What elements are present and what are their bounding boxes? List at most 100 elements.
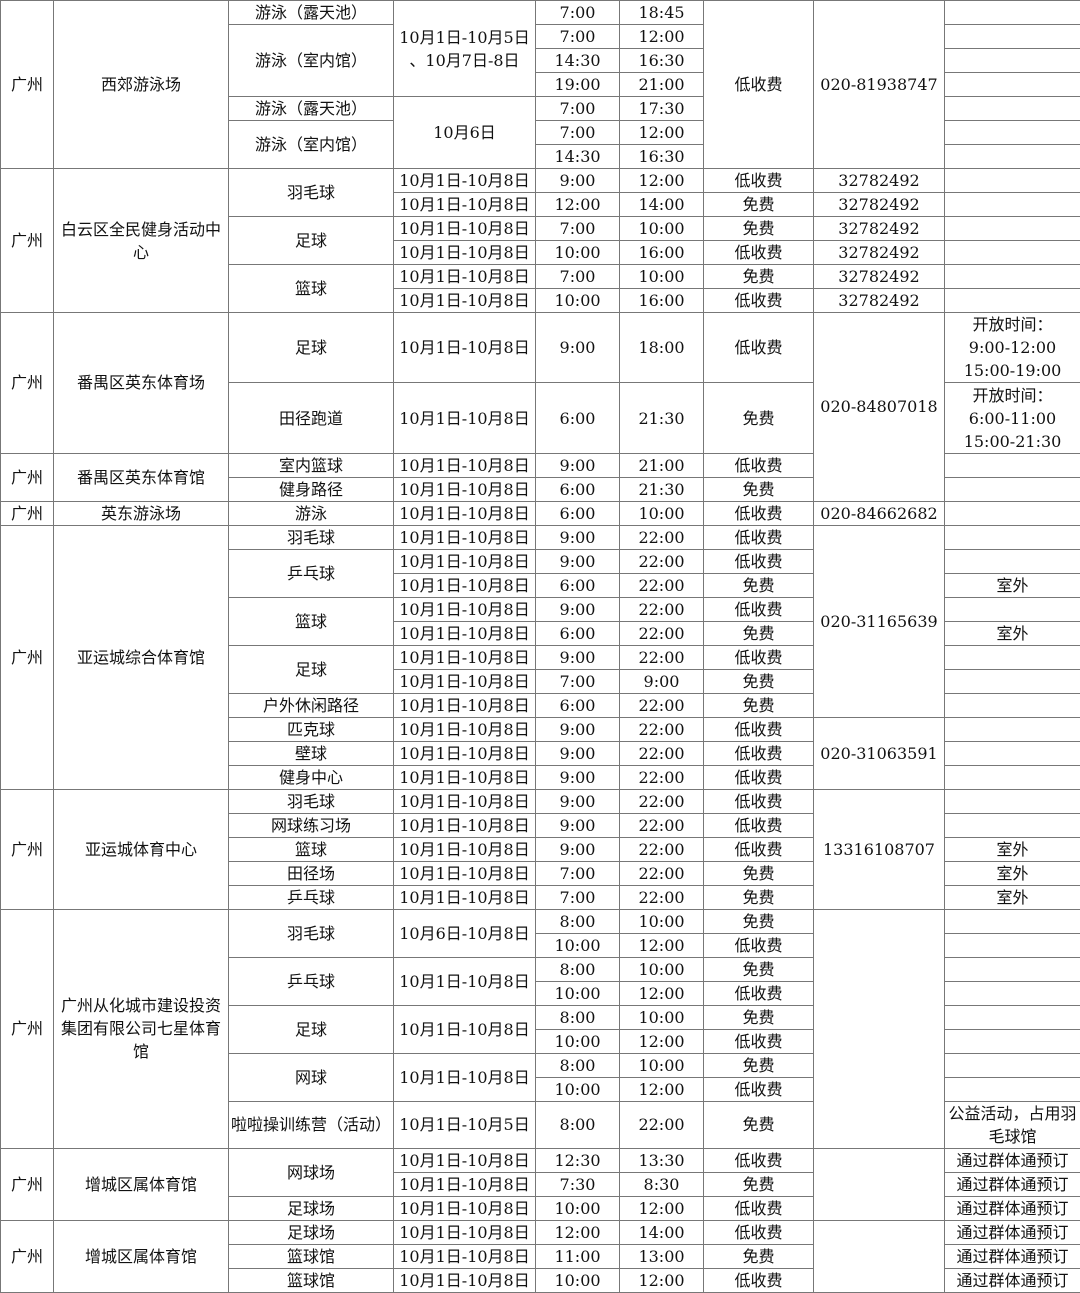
table-cell: 8:00 [536, 1005, 620, 1029]
table-cell: 21:30 [620, 477, 704, 501]
table-cell: 21:30 [620, 383, 704, 453]
table-cell: 10:00 [536, 1268, 620, 1292]
table-cell: 12:00 [620, 933, 704, 957]
table-cell: 10:00 [536, 933, 620, 957]
table-cell: 10:00 [620, 1053, 704, 1077]
table-cell: 免费 [704, 193, 814, 217]
table-cell: 22:00 [620, 1101, 704, 1148]
table-cell: 增城区属体育馆 [54, 1220, 229, 1292]
table-cell: 游泳（室内馆） [229, 25, 394, 97]
table-cell: 7:00 [536, 217, 620, 241]
table-cell: 6:00 [536, 501, 620, 525]
table-cell: 足球 [229, 1005, 394, 1053]
table-cell: 室外 [945, 837, 1080, 861]
table-cell: 低收费 [704, 289, 814, 313]
table-cell: 9:00 [536, 453, 620, 477]
table-cell [945, 25, 1080, 49]
table-cell: 白云区全民健身活动中心 [54, 169, 229, 313]
table-cell: 10月1日-10月8日 [394, 1244, 536, 1268]
table-cell: 10月1日-10月8日 [394, 169, 536, 193]
table-cell: 开放时间： 6:00-11:00 15:00-21:30 [945, 383, 1080, 453]
table-cell [814, 909, 945, 1148]
table-cell: 14:00 [620, 193, 704, 217]
table-cell: 10月1日-10月5日 [394, 1101, 536, 1148]
table-cell [945, 933, 1080, 957]
table-cell: 通过群体通预订 [945, 1244, 1080, 1268]
table-cell: 22:00 [620, 717, 704, 741]
table-cell: 低收费 [704, 501, 814, 525]
table-cell: 21:00 [620, 453, 704, 477]
table-cell: 广州 [1, 453, 54, 501]
table-cell: 8:00 [536, 1101, 620, 1148]
table-cell: 7:00 [536, 669, 620, 693]
table-cell: 室外 [945, 621, 1080, 645]
table-cell: 10月1日-10月8日 [394, 193, 536, 217]
table-cell: 足球 [229, 217, 394, 265]
table-cell: 10月1日-10月8日 [394, 1148, 536, 1172]
table-cell: 低收费 [704, 813, 814, 837]
table-cell: 健身中心 [229, 765, 394, 789]
table-cell: 6:00 [536, 573, 620, 597]
table-cell: 低收费 [704, 453, 814, 477]
table-cell: 7:00 [536, 861, 620, 885]
table-cell: 乒乓球 [229, 957, 394, 1005]
table-cell: 9:00 [536, 597, 620, 621]
table-cell: 低收费 [704, 169, 814, 193]
table-cell: 22:00 [620, 645, 704, 669]
table-cell: 广州 [1, 501, 54, 525]
table-cell: 低收费 [704, 1029, 814, 1053]
table-cell [945, 597, 1080, 621]
table-cell: 足球 [229, 313, 394, 383]
table-cell: 22:00 [620, 813, 704, 837]
table-cell: 020-31063591 [814, 717, 945, 789]
table-cell: 免费 [704, 669, 814, 693]
table-cell: 低收费 [704, 837, 814, 861]
table-cell: 室外 [945, 885, 1080, 909]
table-cell: 10:00 [620, 1005, 704, 1029]
table-cell: 6:00 [536, 693, 620, 717]
table-cell: 10:00 [536, 1196, 620, 1220]
table-cell: 英东游泳场 [54, 501, 229, 525]
table-cell: 网球练习场 [229, 813, 394, 837]
table-cell: 免费 [704, 1053, 814, 1077]
table-cell: 12:30 [536, 1148, 620, 1172]
table-cell: 10月1日-10月8日 [394, 741, 536, 765]
table-cell [945, 49, 1080, 73]
table-cell: 广州 [1, 1148, 54, 1220]
table-cell: 10月1日-10月8日 [394, 1053, 536, 1101]
table-cell: 18:00 [620, 313, 704, 383]
table-cell [945, 193, 1080, 217]
table-cell: 广州 [1, 1, 54, 169]
table-cell: 9:00 [536, 549, 620, 573]
table-cell: 22:00 [620, 621, 704, 645]
table-cell: 32782492 [814, 289, 945, 313]
table-cell: 低收费 [704, 1268, 814, 1292]
table-cell: 18:45 [620, 1, 704, 25]
table-cell: 免费 [704, 477, 814, 501]
table-cell [945, 169, 1080, 193]
table-cell: 12:00 [620, 1196, 704, 1220]
table-cell: 32782492 [814, 169, 945, 193]
table-cell: 9:00 [536, 837, 620, 861]
table-cell: 户外休闲路径 [229, 693, 394, 717]
table-cell [945, 241, 1080, 265]
table-cell: 低收费 [704, 789, 814, 813]
table-cell: 番禺区英东体育场 [54, 313, 229, 454]
table-cell: 32782492 [814, 217, 945, 241]
table-cell: 7:00 [536, 25, 620, 49]
table-cell: 10月1日-10月8日 [394, 621, 536, 645]
table-cell: 低收费 [704, 765, 814, 789]
table-cell: 足球 [229, 645, 394, 693]
table-cell: 篮球馆 [229, 1244, 394, 1268]
table-cell [814, 1148, 945, 1220]
table-cell: 10月1日-10月8日 [394, 693, 536, 717]
table-cell: 低收费 [704, 549, 814, 573]
table-cell: 10月1日-10月8日 [394, 1268, 536, 1292]
table-cell: 7:00 [536, 97, 620, 121]
table-cell: 低收费 [704, 1196, 814, 1220]
table-cell [945, 1029, 1080, 1053]
